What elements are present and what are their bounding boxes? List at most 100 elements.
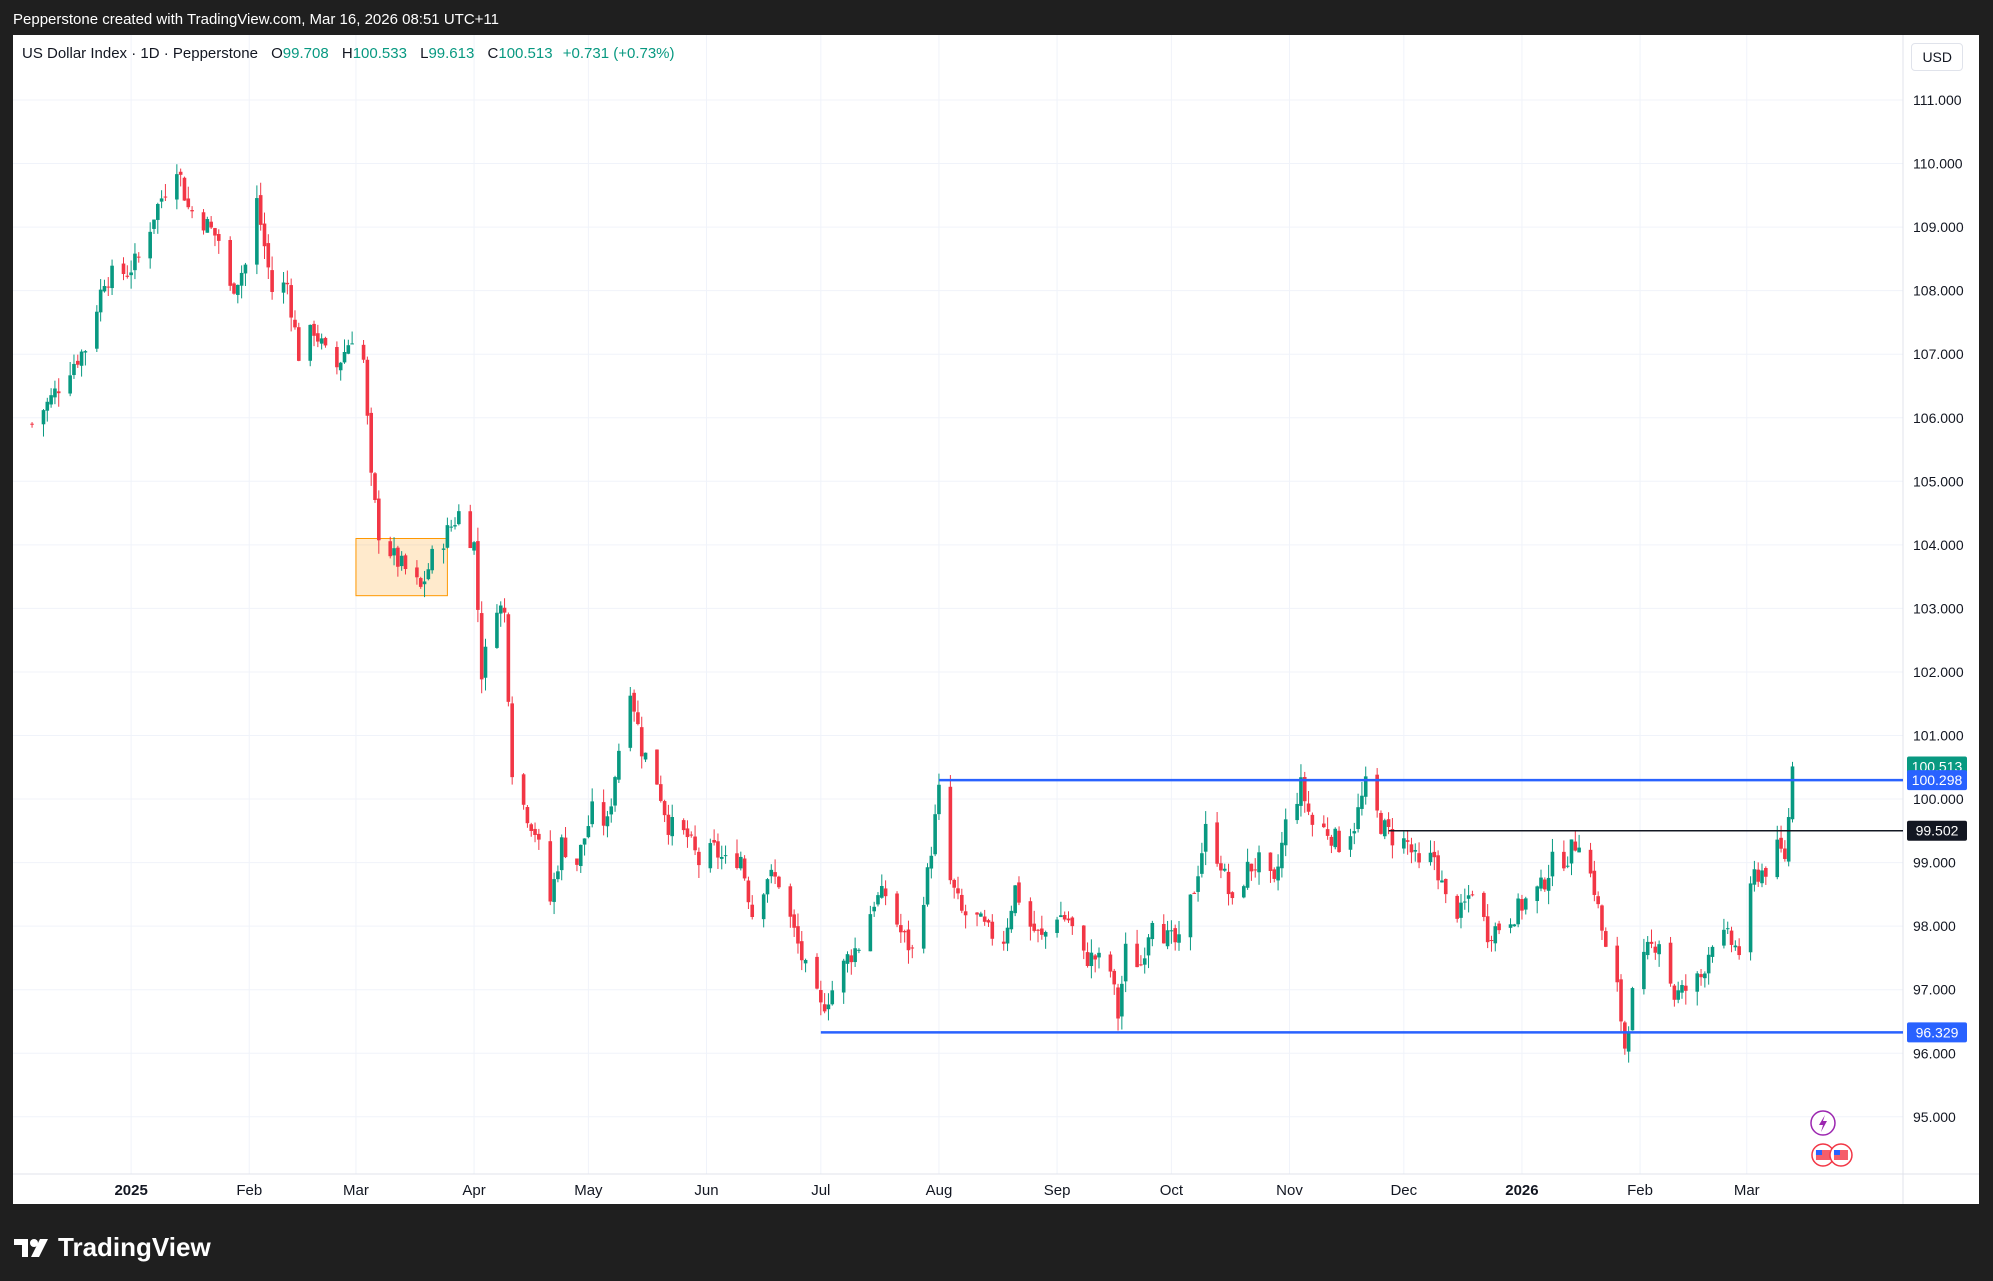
candle-body <box>422 581 427 585</box>
candle-body <box>1146 937 1151 956</box>
x-tick-label-8: Sep <box>1044 1182 1071 1199</box>
candle-body <box>1703 973 1707 979</box>
candle-body <box>479 613 484 680</box>
candle-body <box>819 990 823 1003</box>
candle-body <box>1710 946 1715 957</box>
candle-body <box>205 219 210 233</box>
candle-body <box>529 824 534 831</box>
candle-body <box>895 893 899 925</box>
candle-body <box>159 198 164 202</box>
candle-body <box>1600 905 1604 931</box>
candle-body <box>708 843 713 869</box>
candle-body <box>693 836 697 851</box>
candle-body <box>773 872 777 877</box>
candle-body <box>1150 922 1155 940</box>
candle-body <box>228 240 232 286</box>
y-tick-label-10: 101.000 <box>1913 728 1964 744</box>
candle-body <box>190 210 194 212</box>
candle-body <box>476 541 480 610</box>
candle-body <box>1550 851 1555 877</box>
candle-body <box>377 498 381 541</box>
candle-body <box>719 856 724 859</box>
candle-body <box>575 858 579 865</box>
candle-body <box>293 319 297 328</box>
candle-body <box>255 198 259 265</box>
candle-body <box>323 337 328 346</box>
candle-body <box>498 605 503 614</box>
y-tick-label-12: 99.000 <box>1913 855 1956 871</box>
candle-body <box>1108 954 1113 972</box>
candle-body <box>1470 894 1475 896</box>
candle-body <box>338 362 343 371</box>
candle-body <box>1009 910 1014 930</box>
candle-body <box>1642 951 1646 990</box>
x-tick-label-0: 2025 <box>114 1182 147 1199</box>
candle-body <box>552 879 556 902</box>
candle-body <box>350 343 354 345</box>
candle-body <box>1657 944 1661 955</box>
candle-body <box>1169 930 1174 932</box>
candle-body <box>1417 853 1421 863</box>
candle-body <box>1405 840 1410 842</box>
candle-body <box>655 749 659 785</box>
candle-body <box>270 270 274 292</box>
footer-bar: TradingView <box>0 1204 1993 1281</box>
x-tick-label-9: Oct <box>1160 1182 1184 1199</box>
candle-body <box>1462 901 1467 903</box>
y-tick-label-16: 95.000 <box>1913 1109 1956 1125</box>
high-value: 100.533 <box>352 45 407 62</box>
candle-body <box>396 547 400 567</box>
y-tick-label-11: 100.000 <box>1913 791 1964 807</box>
candle-body <box>1001 941 1006 944</box>
candle-body <box>1546 877 1551 891</box>
candle-body <box>30 423 34 425</box>
candle-body <box>876 895 880 905</box>
candle-body <box>609 806 614 815</box>
candle-body <box>952 879 956 888</box>
x-tick-label-1: Feb <box>236 1182 262 1199</box>
symbol-title[interactable]: US Dollar Index · 1D · Pepperstone <box>22 45 258 62</box>
candle-body <box>739 856 743 869</box>
candle-body <box>1706 954 1711 974</box>
candle-body <box>1695 973 1700 992</box>
candle-body <box>1523 898 1528 910</box>
candle-body <box>582 838 587 845</box>
candle-body <box>1245 861 1250 888</box>
candle-body <box>1215 822 1219 864</box>
candle-body <box>765 879 770 895</box>
candle-body <box>1268 852 1273 871</box>
candle-body <box>1310 814 1315 825</box>
tradingview-logo[interactable]: TradingView <box>14 1232 211 1263</box>
candle-body <box>1409 844 1414 853</box>
x-tick-label-5: Jun <box>694 1182 718 1199</box>
price-label-box-level <box>1907 770 1967 791</box>
candle-body <box>548 841 553 902</box>
chart-panel[interactable]: 2025 Feb Mar Apr May Jun Jul Aug Sep Oct Nov Dec 202… <box>13 35 1979 1204</box>
candle-body <box>525 807 530 824</box>
candle-body <box>1729 930 1734 945</box>
candle-body <box>685 828 690 838</box>
candle-body <box>163 196 168 198</box>
candle-body <box>1089 952 1094 967</box>
high-label: H <box>341 45 353 62</box>
candle-body <box>849 955 854 963</box>
y-tick-label-5: 106.000 <box>1913 410 1964 426</box>
currency-button[interactable]: USD <box>1911 43 1963 71</box>
candle-body <box>712 839 716 843</box>
candle-body <box>1070 917 1075 927</box>
candle-body <box>1116 987 1120 1019</box>
candle-body <box>796 926 800 944</box>
candle-body <box>495 612 499 648</box>
candle-body <box>186 198 191 208</box>
candlestick-chart[interactable]: 2025 Feb Mar Apr May Jun Jul Aug Sep Oct Nov Dec 202… <box>13 35 1979 1204</box>
candle-body <box>735 853 739 868</box>
candle-body <box>502 607 507 613</box>
candle-body <box>563 837 568 858</box>
candle-body <box>1093 955 1097 960</box>
candle-body <box>1440 880 1444 883</box>
candle-body <box>1066 918 1071 921</box>
candle-body <box>948 786 953 881</box>
y-tick-label-7: 104.000 <box>1913 537 1964 553</box>
symbol-legend: US Dollar Index · 1D · Pepperstone O99.7… <box>22 45 675 62</box>
candle-body <box>418 578 423 587</box>
